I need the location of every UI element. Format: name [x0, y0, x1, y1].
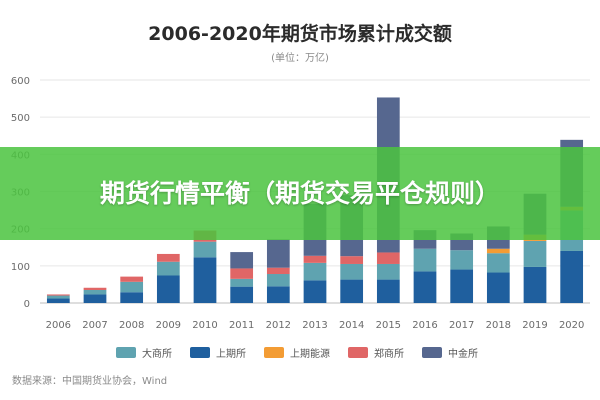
x-tick-label: 2013 [302, 320, 327, 331]
legend-swatch [190, 347, 210, 358]
bar-segment [303, 280, 327, 303]
bar-segment [120, 292, 144, 303]
bar-segment [156, 253, 180, 262]
bar-segment [486, 253, 510, 273]
bar-segment [230, 252, 254, 269]
banner-title: 期货行情平衡（期货交易平仓规则） [99, 178, 500, 208]
x-tick-label: 2009 [156, 320, 181, 331]
x-tick-label: 2018 [486, 320, 511, 331]
x-tick-label: 2012 [266, 320, 291, 331]
x-tick-label: 2016 [412, 320, 437, 331]
x-tick-label: 2019 [522, 320, 547, 331]
x-axis-ticks: 2006 2007 2008 2009 2010 2011 2012 2013 2014 2015… [46, 320, 585, 331]
legend-label: 上期所 [216, 348, 246, 360]
x-tick-label: 2020 [559, 320, 584, 331]
bar-segment [46, 295, 70, 299]
bar-segment [340, 279, 364, 303]
bar-segment [156, 275, 180, 303]
legend-swatch [422, 347, 442, 358]
bar-segment [376, 263, 400, 280]
bar-segment [340, 263, 364, 280]
x-tick-label: 2011 [229, 320, 254, 331]
x-tick-label: 2015 [376, 320, 401, 331]
bar-segment [193, 257, 217, 303]
y-tick-label: 0 [24, 299, 30, 310]
x-tick-label: 2007 [82, 320, 107, 331]
bar-segment [303, 255, 327, 263]
bar-segment [230, 286, 254, 303]
legend-swatch [264, 347, 284, 358]
bar-segment [230, 268, 254, 279]
bar-segment [486, 248, 510, 254]
x-tick-label: 2008 [119, 320, 144, 331]
legend-swatch [348, 347, 368, 358]
chart-title: 2006-2020年期货市场累计成交额 [148, 22, 452, 45]
legend-label: 上期能源 [290, 347, 330, 360]
y-tick-label: 100 [11, 262, 30, 273]
x-tick-label: 2014 [339, 320, 364, 331]
bar-segment [120, 276, 144, 282]
bar-segment [450, 269, 474, 303]
bar-segment [230, 278, 254, 287]
x-tick-label: 2006 [46, 320, 71, 331]
legend-label: 中金所 [448, 347, 478, 360]
bar-segment [83, 294, 107, 303]
bar-segment [266, 239, 290, 268]
bar-segment [303, 262, 327, 281]
y-tick-label: 500 [11, 113, 30, 124]
bar-segment [46, 298, 70, 303]
bar-segment [120, 281, 144, 293]
legend-swatch [116, 347, 136, 358]
bar-segment [413, 271, 437, 303]
y-tick-label: 600 [11, 76, 30, 87]
bar-segment [376, 279, 400, 303]
bar-segment [266, 267, 290, 275]
legend-label: 大商所 [142, 347, 172, 360]
bar-segment [156, 261, 180, 276]
bar-segment [523, 240, 547, 267]
source-note: 数据来源：中国期货业协会，Wind [12, 374, 167, 387]
bar-segment [450, 250, 474, 270]
x-tick-label: 2017 [449, 320, 474, 331]
bar-segment [83, 289, 107, 295]
x-tick-label: 2010 [192, 320, 217, 331]
bar-segment [193, 241, 217, 258]
chart-subtitle: (单位：万亿) [271, 51, 329, 64]
legend-label: 郑商所 [374, 347, 404, 360]
bar-segment [83, 287, 107, 290]
legend: 大商所 上期所 上期能源 郑商所 中金所 [116, 347, 478, 360]
bar-segment [486, 272, 510, 303]
bar-segment [46, 294, 70, 296]
bar-segment [560, 250, 584, 303]
bar-segment [413, 248, 437, 272]
bar-segment [523, 266, 547, 303]
bar-segment [266, 286, 290, 303]
bar-segment [340, 256, 364, 264]
bar-segment [376, 252, 400, 264]
bar-segment [266, 274, 290, 287]
overlay-banner: 期货行情平衡（期货交易平仓规则） [0, 147, 600, 240]
